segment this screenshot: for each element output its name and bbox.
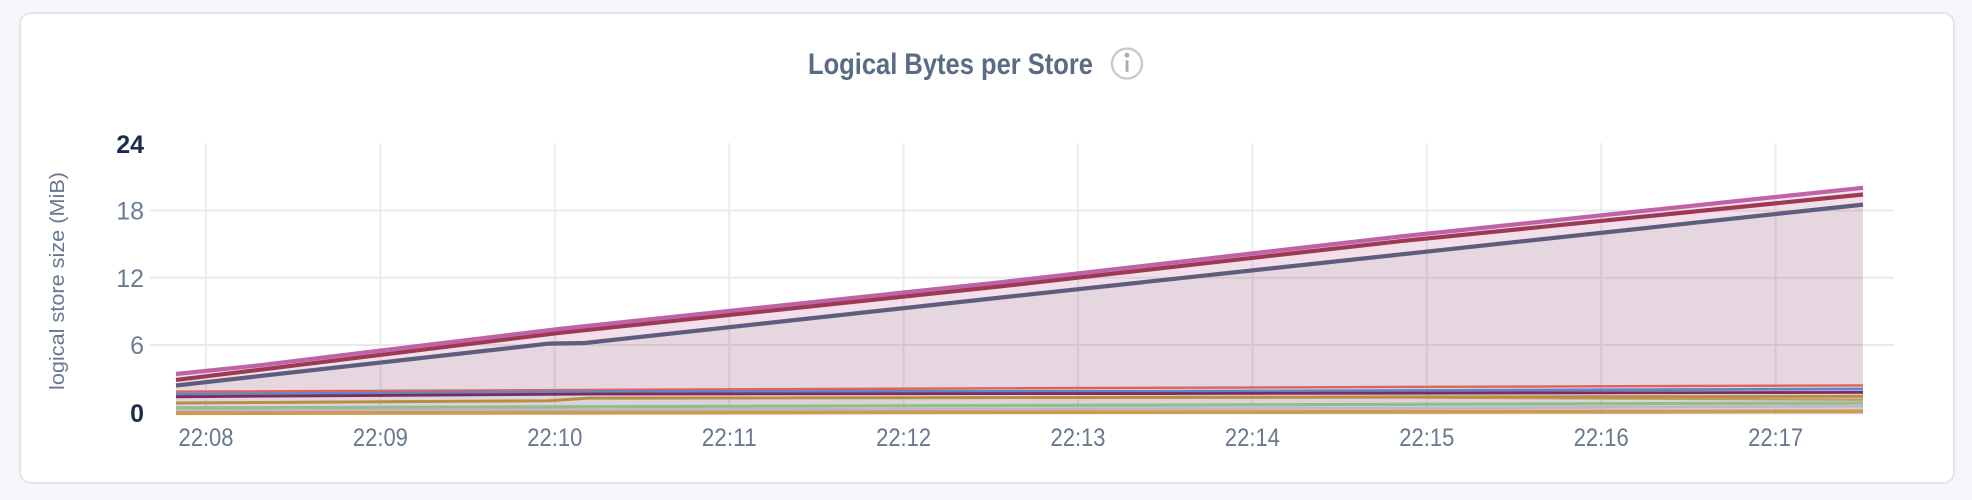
svg-text:6: 6 [130, 332, 144, 360]
svg-text:22:12: 22:12 [876, 424, 931, 452]
svg-text:24: 24 [116, 131, 144, 159]
svg-text:0: 0 [130, 400, 144, 428]
svg-text:22:14: 22:14 [1225, 424, 1280, 452]
svg-text:22:17: 22:17 [1748, 424, 1803, 452]
svg-text:22:08: 22:08 [179, 424, 234, 452]
svg-text:22:16: 22:16 [1574, 424, 1629, 452]
svg-text:22:15: 22:15 [1399, 424, 1454, 452]
svg-text:logical store size (MiB): logical store size (MiB) [47, 172, 69, 390]
svg-text:22:09: 22:09 [353, 424, 408, 452]
svg-text:12: 12 [116, 265, 144, 293]
svg-text:Logical Bytes per Store: Logical Bytes per Store [808, 48, 1093, 81]
svg-text:18: 18 [116, 198, 144, 226]
svg-text:22:10: 22:10 [527, 424, 582, 452]
svg-text:22:13: 22:13 [1051, 424, 1106, 452]
svg-text:22:11: 22:11 [702, 424, 757, 452]
